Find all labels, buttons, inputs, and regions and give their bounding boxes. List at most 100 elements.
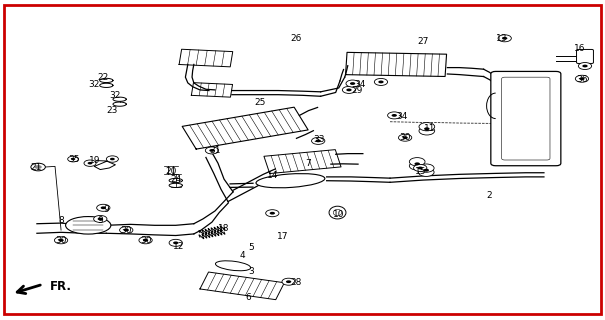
- Circle shape: [68, 156, 79, 162]
- Circle shape: [424, 169, 429, 172]
- Circle shape: [378, 81, 384, 83]
- Text: 24: 24: [170, 175, 182, 184]
- Circle shape: [410, 158, 425, 166]
- Text: 9: 9: [103, 205, 109, 214]
- Text: 21: 21: [30, 163, 41, 172]
- Circle shape: [123, 229, 129, 231]
- Circle shape: [88, 162, 93, 164]
- Circle shape: [97, 204, 110, 211]
- Text: 26: 26: [291, 34, 302, 43]
- FancyBboxPatch shape: [577, 50, 594, 63]
- Text: 29: 29: [351, 86, 362, 95]
- Text: 22: 22: [97, 73, 109, 82]
- Circle shape: [205, 147, 218, 154]
- Ellipse shape: [215, 261, 250, 271]
- Circle shape: [106, 156, 119, 162]
- Circle shape: [100, 206, 106, 209]
- Text: 19: 19: [88, 156, 100, 164]
- Text: 3: 3: [248, 267, 254, 276]
- Text: 20: 20: [165, 167, 177, 176]
- Circle shape: [346, 89, 352, 91]
- Text: 30: 30: [140, 236, 151, 245]
- Circle shape: [502, 37, 508, 40]
- Circle shape: [419, 127, 434, 135]
- Circle shape: [71, 158, 75, 160]
- Circle shape: [270, 212, 275, 215]
- Circle shape: [498, 35, 511, 42]
- Circle shape: [414, 164, 427, 172]
- Text: 25: 25: [255, 98, 266, 107]
- Circle shape: [94, 215, 107, 222]
- Text: 17: 17: [277, 232, 289, 241]
- Circle shape: [350, 82, 355, 85]
- Text: 7: 7: [306, 159, 312, 168]
- FancyBboxPatch shape: [491, 71, 561, 166]
- Text: 35: 35: [68, 155, 80, 164]
- Circle shape: [110, 158, 115, 160]
- Circle shape: [419, 164, 434, 172]
- Circle shape: [419, 168, 434, 176]
- Circle shape: [424, 127, 430, 130]
- Circle shape: [414, 162, 420, 165]
- Text: 30: 30: [55, 236, 67, 245]
- Circle shape: [580, 77, 584, 80]
- Text: 11: 11: [424, 124, 435, 132]
- Text: 34: 34: [396, 112, 408, 121]
- Circle shape: [312, 137, 325, 144]
- Circle shape: [31, 163, 45, 171]
- Circle shape: [139, 237, 152, 244]
- Ellipse shape: [256, 174, 325, 188]
- Text: 30: 30: [120, 226, 132, 235]
- Circle shape: [34, 165, 42, 169]
- Text: 8: 8: [58, 216, 64, 225]
- Text: 36: 36: [576, 75, 587, 84]
- Text: 2: 2: [487, 190, 492, 200]
- Text: 16: 16: [574, 44, 586, 53]
- Circle shape: [286, 280, 291, 283]
- Circle shape: [282, 278, 295, 285]
- Circle shape: [84, 160, 96, 166]
- Text: 12: 12: [173, 242, 185, 251]
- Text: 33: 33: [313, 135, 324, 144]
- Text: 10: 10: [333, 210, 344, 219]
- Circle shape: [120, 227, 133, 234]
- Circle shape: [342, 86, 356, 93]
- Ellipse shape: [65, 217, 111, 234]
- Circle shape: [209, 149, 215, 152]
- Circle shape: [169, 239, 182, 246]
- Circle shape: [388, 112, 401, 119]
- Text: 5: 5: [248, 243, 254, 252]
- Text: 15: 15: [414, 167, 426, 176]
- Circle shape: [316, 140, 321, 142]
- Text: 30: 30: [399, 133, 411, 142]
- Circle shape: [346, 80, 359, 87]
- Circle shape: [374, 78, 388, 85]
- Text: 14: 14: [267, 172, 278, 180]
- Ellipse shape: [329, 206, 346, 219]
- Circle shape: [583, 65, 587, 68]
- Text: 34: 34: [354, 80, 365, 89]
- Circle shape: [143, 239, 148, 242]
- Circle shape: [575, 75, 589, 82]
- Circle shape: [419, 123, 434, 131]
- Circle shape: [97, 218, 103, 220]
- Text: 23: 23: [106, 106, 118, 115]
- Text: 32: 32: [88, 80, 100, 89]
- Text: 9: 9: [97, 216, 103, 225]
- Circle shape: [391, 114, 397, 117]
- Text: FR.: FR.: [50, 280, 72, 293]
- Circle shape: [173, 241, 178, 244]
- Circle shape: [399, 134, 412, 141]
- Circle shape: [266, 210, 279, 217]
- Text: 13: 13: [496, 35, 508, 44]
- Text: 31: 31: [209, 146, 221, 155]
- Text: 28: 28: [291, 278, 302, 287]
- Text: 27: 27: [417, 37, 429, 46]
- Text: 6: 6: [245, 293, 251, 302]
- Circle shape: [578, 62, 592, 69]
- Circle shape: [410, 162, 425, 170]
- Text: 18: 18: [218, 224, 230, 233]
- Text: 4: 4: [240, 251, 245, 260]
- Circle shape: [402, 136, 408, 139]
- Text: 32: 32: [110, 91, 121, 100]
